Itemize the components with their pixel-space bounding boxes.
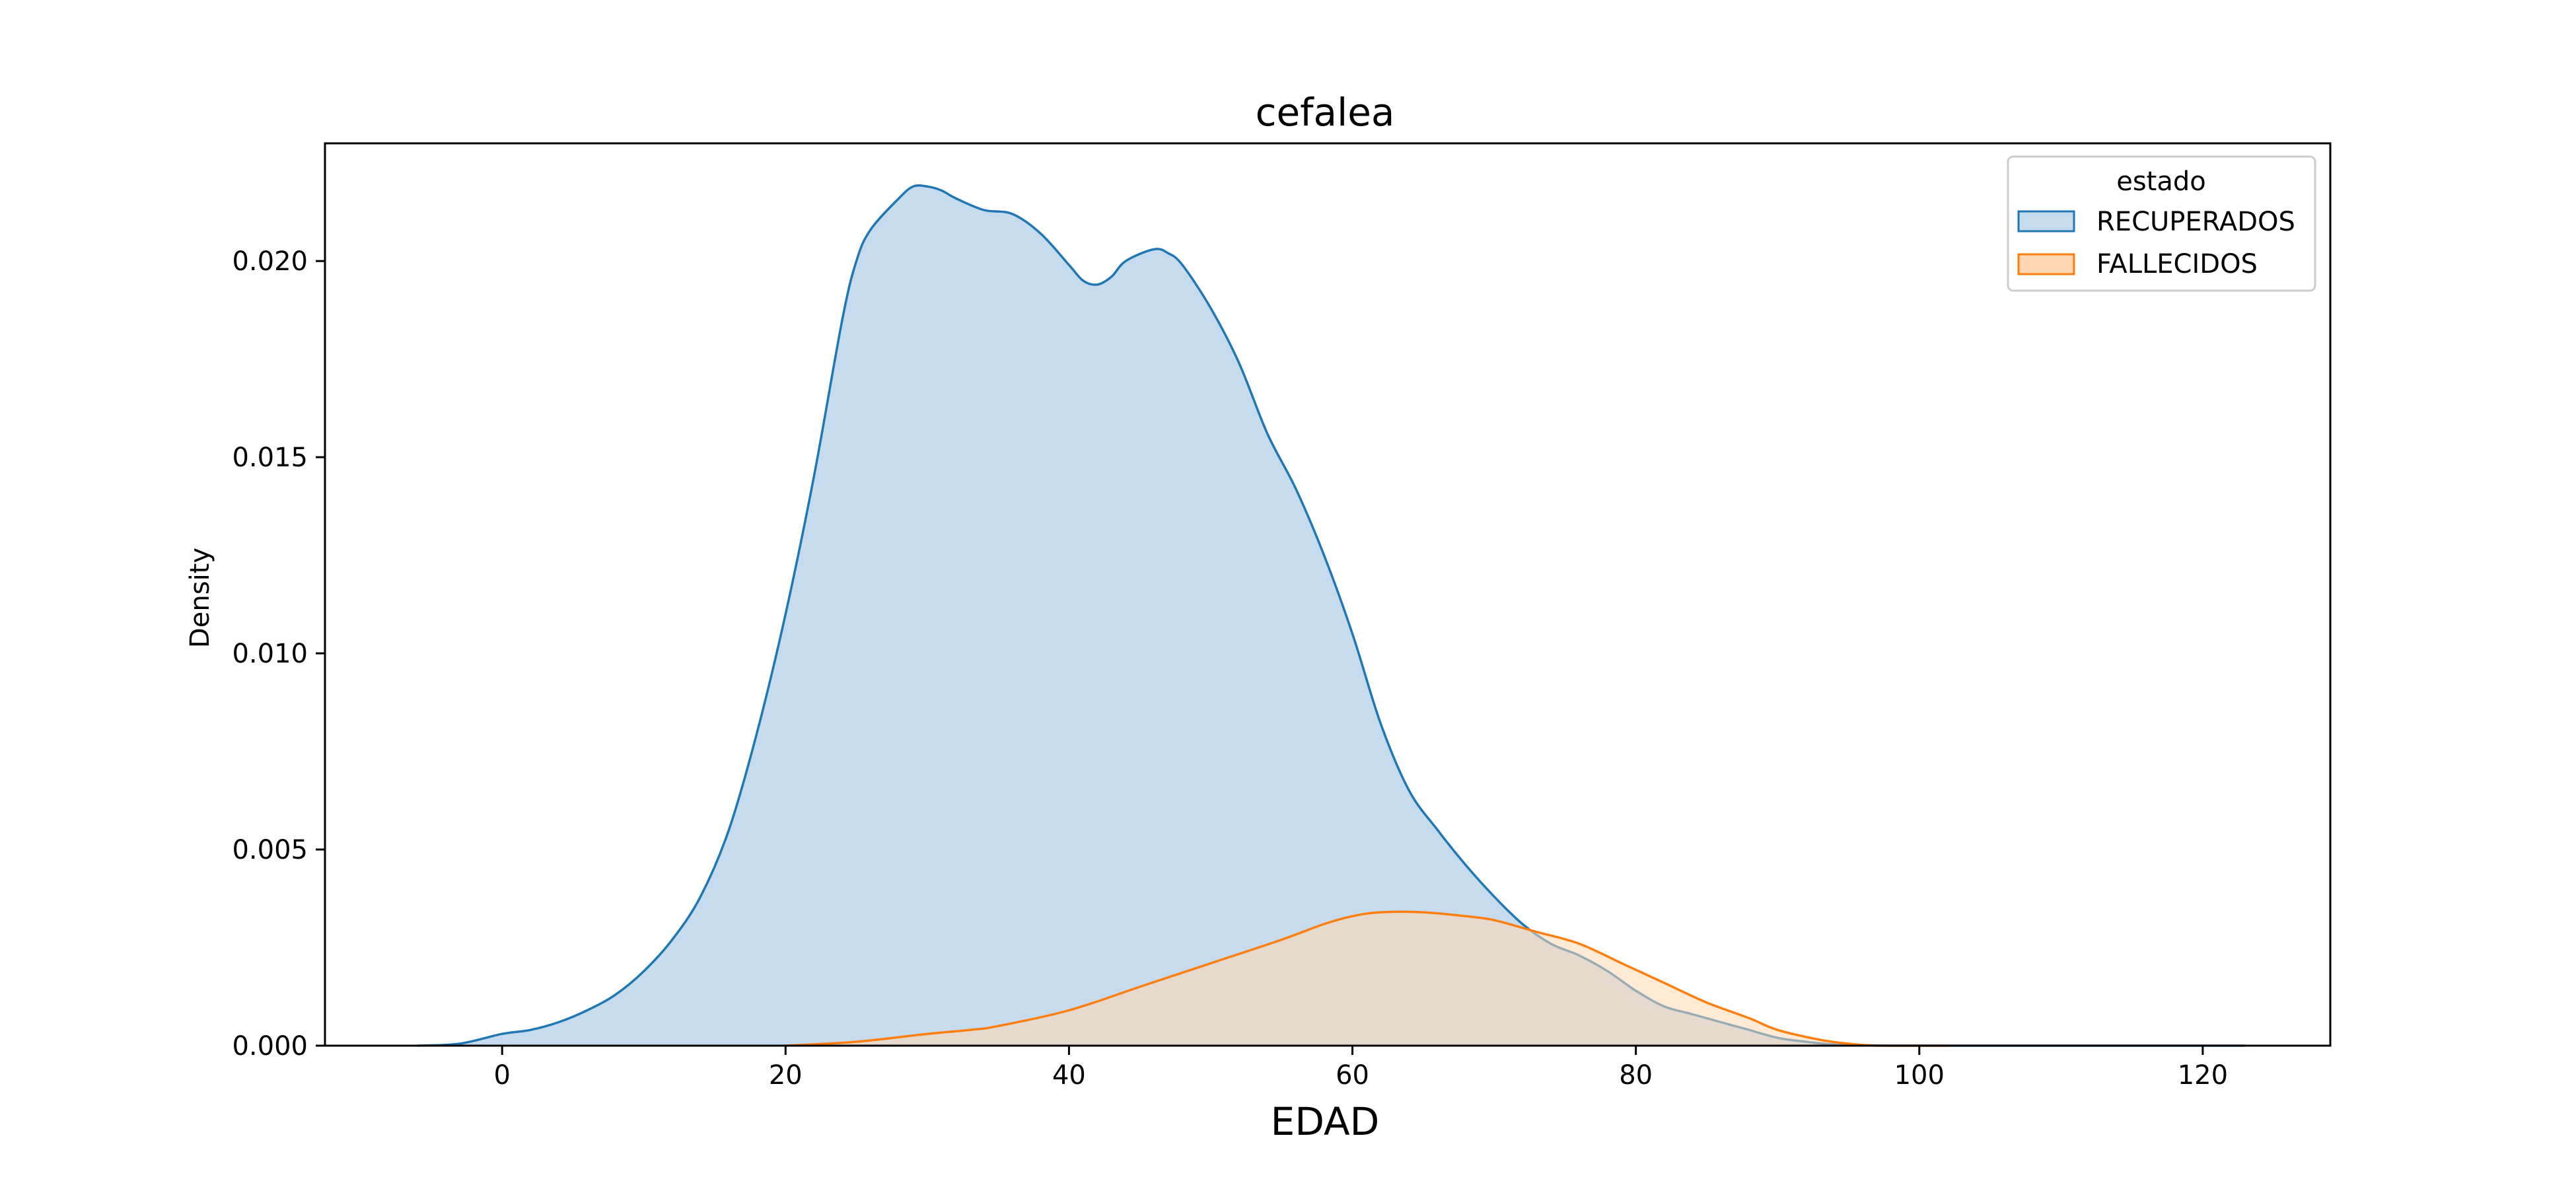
y-tick-label: 0.015 (232, 443, 308, 473)
plot-frame (324, 142, 2332, 1047)
x-tick-label: 80 (1619, 1060, 1653, 1091)
y-tick-label: 0.010 (232, 639, 308, 669)
density-line-fallecidos (785, 910, 1948, 1047)
axes: 0 20 40 60 80 100 120 0.000 0.005 0.010 0.015 0.020 (232, 142, 2332, 1091)
x-tick-label: 120 (2178, 1060, 2228, 1091)
y-tick-label: 0.000 (232, 1031, 308, 1062)
legend-swatch-recuperados (2017, 210, 2075, 233)
legend-label-fallecidos: FALLECIDOS (2096, 249, 2258, 279)
y-tick-label: 0.020 (232, 246, 308, 277)
legend-swatch-fallecidos (2017, 253, 2075, 275)
legend-title: estado (2116, 166, 2206, 197)
density-area-fallecidos (785, 912, 1948, 1046)
y-tick-label: 0.005 (232, 835, 308, 865)
x-tick-label: 0 (493, 1060, 510, 1091)
legend-label-recuperados: RECUPERADOS (2096, 207, 2295, 237)
x-tick-label: 40 (1052, 1060, 1086, 1091)
legend: estado RECUPERADOS FALLECIDOS (2007, 155, 2316, 292)
x-tick-label: 20 (769, 1060, 803, 1091)
x-axis-label: EDAD (1271, 1099, 1380, 1144)
y-axis-label: Density (185, 548, 215, 648)
density-area-recuperados (417, 185, 2246, 1046)
x-tick-label: 100 (1894, 1060, 1945, 1091)
legend-frame (2007, 155, 2316, 292)
chart-title: cefalea (1256, 90, 1395, 135)
plot-area (417, 184, 2246, 1047)
x-tick-label: 60 (1336, 1060, 1369, 1091)
